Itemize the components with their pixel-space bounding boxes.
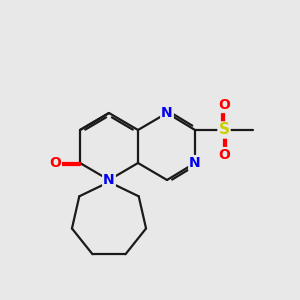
Text: O: O [218,98,230,112]
Text: O: O [218,148,230,162]
Text: N: N [189,156,201,170]
Text: S: S [218,122,230,137]
Text: N: N [103,173,115,187]
Text: N: N [161,106,173,120]
Text: O: O [49,156,61,170]
